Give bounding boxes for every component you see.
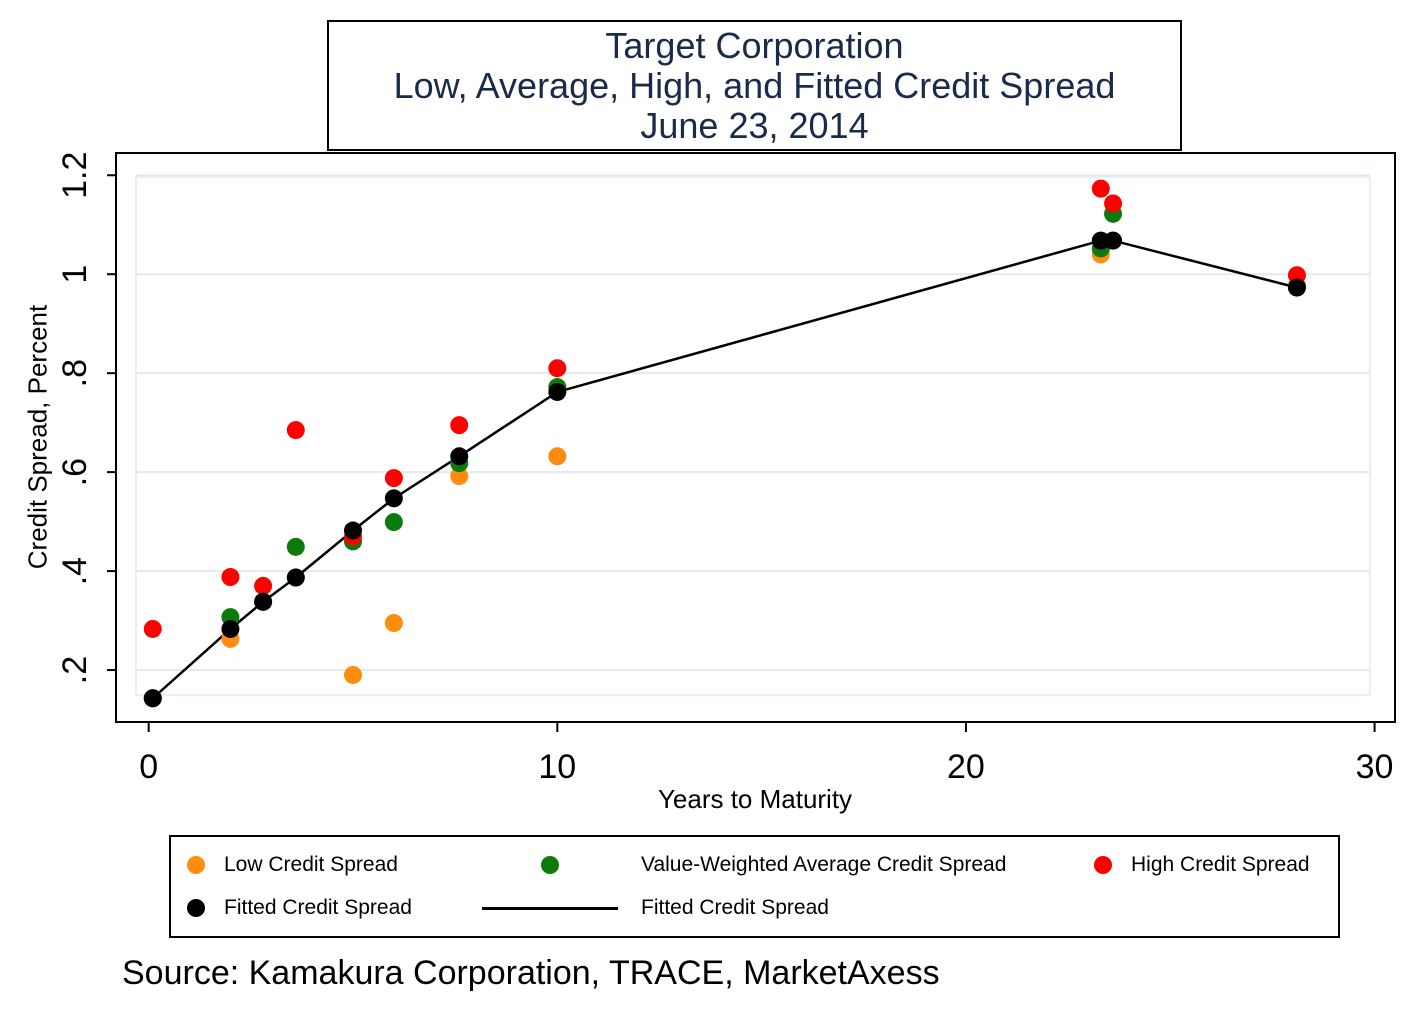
high-credit-spread-point — [221, 568, 240, 587]
legend-label-low: Low Credit Spread — [224, 853, 398, 876]
high-credit-spread-point — [1287, 266, 1306, 285]
legend-item-fitted-line: Fitted Credit Spread — [482, 893, 829, 923]
y-tick-label-1: .4 — [56, 557, 94, 585]
legend-label-high: High Credit Spread — [1131, 853, 1310, 876]
high-credit-spread-point — [1091, 179, 1110, 198]
fitted-credit-spread-point — [143, 689, 162, 708]
legend: Low Credit Spread Value-Weighted Average… — [169, 835, 1340, 938]
chart-title-line-3: June 23, 2014 — [640, 104, 869, 146]
value-weighted-average-credit-spread-point — [384, 513, 403, 532]
fitted-credit-spread-point — [450, 447, 469, 466]
fitted-credit-spread-point — [221, 619, 240, 638]
fitted-credit-spread-point — [286, 568, 305, 587]
fitted-credit-spread-point — [1104, 231, 1123, 250]
y-tick-label-5: 1.2 — [56, 152, 94, 199]
chart-title-box: Target Corporation Low, Average, High, a… — [327, 20, 1182, 151]
legend-label-fitted-dot: Fitted Credit Spread — [224, 896, 412, 919]
x-tick-label-2: 20 — [947, 748, 985, 786]
high-credit-spread-point — [1104, 194, 1123, 213]
y-tick-label-3: .8 — [56, 359, 94, 387]
series-high-credit-spread — [143, 179, 1306, 638]
chart-title-line-2: Low, Average, High, and Fitted Credit Sp… — [393, 64, 1116, 106]
legend-swatch-fitted-dot — [187, 899, 205, 917]
series-fitted-credit-spread — [143, 231, 1306, 708]
fitted-spread-line — [151, 239, 1298, 700]
legend-item-low: Low Credit Spread — [187, 850, 398, 880]
fitted-credit-spread-point — [1287, 278, 1306, 297]
y-tick-label-2: .6 — [56, 458, 94, 486]
fitted-credit-spread-point — [254, 592, 273, 611]
legend-swatch-low — [187, 856, 205, 874]
x-axis-title: Years to Maturity — [657, 784, 853, 814]
y-axis-title: Credit Spread, Percent — [22, 304, 53, 570]
source-note: Source: Kamakura Corporation, TRACE, Mar… — [122, 954, 940, 992]
legend-label-average: Value-Weighted Average Credit Spread — [641, 853, 1007, 876]
x-tick-label-3: 30 — [1356, 748, 1394, 786]
x-tick-label-0: 0 — [139, 748, 158, 786]
high-credit-spread-point — [143, 619, 162, 638]
plot-frame — [115, 152, 1396, 723]
legend-item-average: Value-Weighted Average Credit Spread — [541, 850, 1006, 880]
high-credit-spread-point — [286, 421, 305, 440]
fitted-credit-spread-point — [384, 489, 403, 508]
legend-item-high: High Credit Spread — [1094, 850, 1310, 880]
x-tick-label-1: 10 — [538, 748, 576, 786]
low-credit-spread-point — [450, 467, 469, 486]
low-credit-spread-point — [384, 614, 403, 633]
low-credit-spread-point — [548, 447, 567, 466]
fitted-credit-spread-point — [344, 521, 363, 540]
high-credit-spread-point — [384, 469, 403, 488]
legend-swatch-fitted-line — [482, 906, 618, 910]
high-credit-spread-point — [548, 359, 567, 378]
chart-title-line-1: Target Corporation — [605, 24, 904, 66]
high-credit-spread-point — [450, 416, 469, 435]
low-credit-spread-point — [344, 665, 363, 684]
series-value-weighted-average-credit-spread — [143, 204, 1306, 708]
value-weighted-average-credit-spread-point — [286, 537, 305, 556]
high-credit-spread-point — [254, 576, 273, 595]
legend-label-fitted-line: Fitted Credit Spread — [641, 896, 829, 919]
legend-swatch-high — [1094, 856, 1112, 874]
legend-item-fitted-dot: Fitted Credit Spread — [187, 893, 412, 923]
legend-swatch-average — [541, 856, 559, 874]
y-tick-label-0: .2 — [56, 656, 94, 684]
plot-inner-region — [135, 176, 1371, 696]
fitted-credit-spread-point — [548, 382, 567, 401]
y-tick-label-4: 1 — [56, 265, 94, 284]
series-low-credit-spread — [143, 231, 1306, 708]
